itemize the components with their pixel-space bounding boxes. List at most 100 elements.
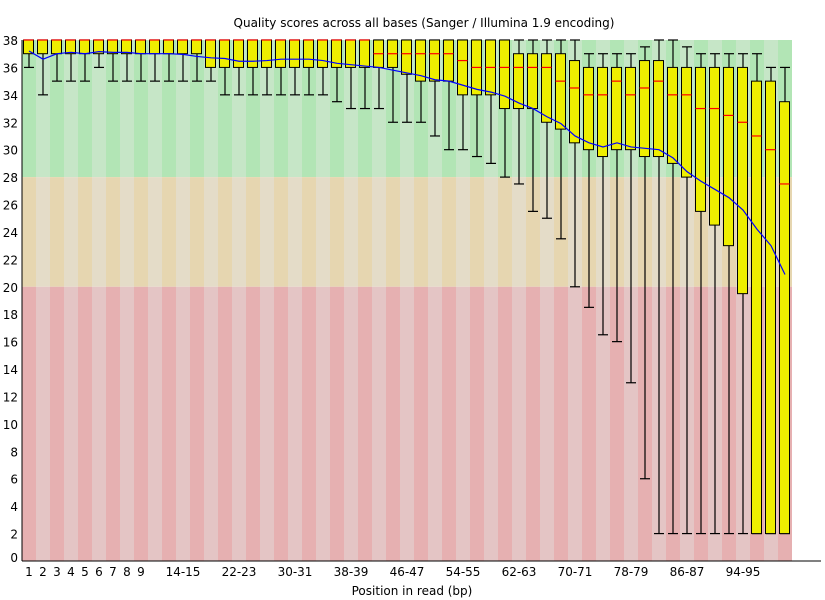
iqr-box	[135, 39, 146, 55]
chart-title: Quality scores across all bases (Sanger …	[234, 16, 615, 30]
band-reasonable-stripe	[400, 177, 414, 287]
band-reasonable-stripe	[232, 177, 246, 287]
x-tick-label: 30-31	[278, 565, 313, 579]
band-reasonable-stripe	[358, 177, 372, 287]
y-tick-label: 10	[3, 418, 18, 432]
band-good-stripe	[288, 40, 302, 178]
band-good-stripe	[190, 40, 204, 178]
iqr-box	[317, 39, 328, 68]
iqr-box	[723, 66, 734, 247]
band-good-stripe	[106, 40, 120, 178]
y-tick-label: 8	[10, 445, 18, 459]
band-reasonable-stripe	[442, 177, 456, 287]
band-poor-stripe	[302, 286, 316, 561]
band-poor-stripe	[204, 286, 218, 561]
band-good-stripe	[50, 40, 64, 178]
y-tick-label: 24	[3, 226, 18, 240]
band-poor-stripe	[610, 286, 624, 561]
band-reasonable-stripe	[246, 177, 260, 287]
y-tick-label: 38	[3, 34, 18, 48]
iqr-box	[737, 66, 748, 295]
band-poor-stripe	[568, 286, 582, 561]
y-tick-label: 34	[3, 89, 18, 103]
x-tick-label: 6	[95, 565, 103, 579]
y-tick-label: 36	[3, 61, 18, 75]
x-tick-label: 9	[137, 565, 145, 579]
y-tick-label: 16	[3, 336, 18, 350]
iqr-box	[429, 39, 440, 82]
iqr-box	[415, 39, 426, 82]
iqr-box	[695, 66, 706, 212]
iqr-box	[709, 66, 720, 226]
band-poor-stripe	[554, 286, 568, 561]
band-reasonable-stripe	[78, 177, 92, 287]
band-poor-stripe	[148, 286, 162, 561]
iqr-box	[443, 39, 454, 82]
band-poor-stripe	[386, 286, 400, 561]
iqr-box	[121, 39, 132, 55]
x-tick-label: 62-63	[502, 565, 537, 579]
iqr-box	[177, 39, 188, 55]
band-poor-stripe	[162, 286, 176, 561]
iqr-box	[23, 39, 34, 55]
band-poor-stripe	[92, 286, 106, 561]
band-good-stripe	[64, 40, 78, 178]
x-tick-label: 54-55	[446, 565, 481, 579]
band-poor-stripe	[456, 286, 470, 561]
band-reasonable-stripe	[176, 177, 190, 287]
band-reasonable-stripe	[540, 177, 554, 287]
band-reasonable-stripe	[456, 177, 470, 287]
band-poor-stripe	[190, 286, 204, 561]
band-poor-stripe	[134, 286, 148, 561]
band-good-stripe	[148, 40, 162, 178]
y-tick-label: 2	[10, 528, 18, 542]
band-poor-stripe	[596, 286, 610, 561]
iqr-box	[625, 66, 636, 151]
band-poor-stripe	[50, 286, 64, 561]
iqr-box	[289, 39, 300, 68]
iqr-box	[233, 39, 244, 68]
band-reasonable-stripe	[316, 177, 330, 287]
iqr-box	[555, 53, 566, 130]
band-poor-stripe	[218, 286, 232, 561]
iqr-box	[65, 39, 76, 55]
band-poor-stripe	[246, 286, 260, 561]
x-tick-label: 8	[123, 565, 131, 579]
band-poor-stripe	[484, 286, 498, 561]
iqr-box	[149, 39, 160, 55]
band-poor-stripe	[78, 286, 92, 561]
band-reasonable-stripe	[50, 177, 64, 287]
y-tick-label: 18	[3, 308, 18, 322]
x-tick-label: 4	[67, 565, 75, 579]
band-poor-stripe	[330, 286, 344, 561]
iqr-box	[457, 39, 468, 96]
band-poor-stripe	[22, 286, 36, 561]
band-poor-stripe	[36, 286, 50, 561]
band-reasonable-stripe	[428, 177, 442, 287]
y-tick-label: 12	[3, 390, 18, 404]
x-tick-label: 38-39	[334, 565, 369, 579]
axes	[21, 40, 821, 562]
band-poor-stripe	[400, 286, 414, 561]
band-reasonable-stripe	[288, 177, 302, 287]
band-reasonable-stripe	[92, 177, 106, 287]
x-tick-label: 86-87	[670, 565, 705, 579]
band-reasonable-stripe	[498, 177, 512, 287]
band-reasonable-stripe	[512, 177, 526, 287]
iqr-box	[779, 101, 790, 535]
iqr-box	[303, 39, 314, 68]
y-tick-label: 20	[3, 281, 18, 295]
band-reasonable-stripe	[106, 177, 120, 287]
iqr-box	[261, 39, 272, 68]
band-reasonable-stripe	[372, 177, 386, 287]
iqr-box	[639, 60, 650, 158]
band-poor-stripe	[414, 286, 428, 561]
band-reasonable-stripe	[64, 177, 78, 287]
band-good-stripe	[260, 40, 274, 178]
iqr-box	[541, 53, 552, 123]
band-good-stripe	[204, 40, 218, 178]
band-good-stripe	[120, 40, 134, 178]
iqr-box	[79, 39, 90, 55]
iqr-box	[345, 39, 356, 68]
